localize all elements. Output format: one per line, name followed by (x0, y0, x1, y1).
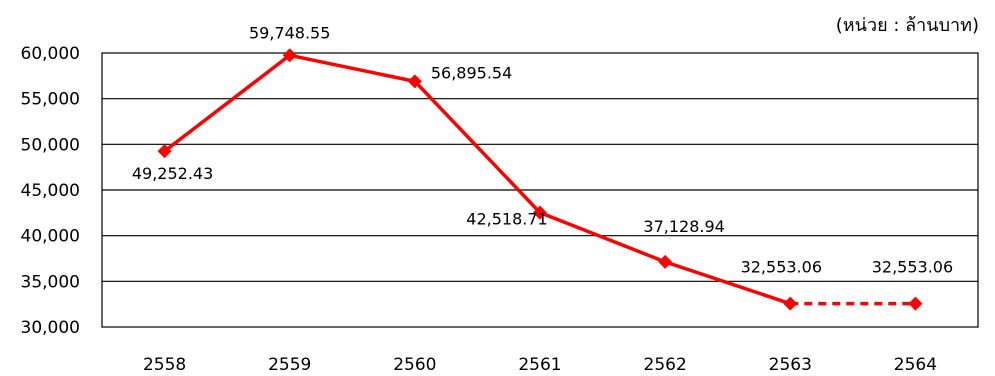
x-tick-label: 2558 (143, 355, 186, 375)
data-label: 37,128.94 (643, 217, 724, 236)
data-label: 32,553.06 (741, 258, 822, 277)
data-point-marker (157, 144, 172, 159)
series-line-solid (163, 53, 791, 306)
y-axis-ticks: 30,000 35,000 40,000 45,000 50,000 55,000 60,0… (21, 44, 80, 338)
series-markers (157, 48, 923, 311)
series-lines (163, 53, 916, 306)
y-tick-label: 30,000 (21, 318, 80, 338)
x-tick-label: 2561 (518, 355, 561, 375)
x-tick-label: 2559 (268, 355, 311, 375)
y-tick-label: 40,000 (21, 227, 80, 247)
data-label: 32,553.06 (872, 258, 953, 277)
x-axis-ticks: 2558 2559 2560 2561 2562 2563 2564 (143, 355, 937, 375)
data-point-marker (658, 254, 673, 269)
data-point-marker (908, 296, 923, 311)
x-tick-label: 2563 (769, 355, 812, 375)
data-point-marker (282, 48, 297, 63)
data-labels: 49,252.43 59,748.55 56,895.54 42,518.71 37,1… (132, 23, 953, 276)
data-point-marker (783, 296, 798, 311)
x-tick-label: 2562 (644, 355, 687, 375)
data-label: 59,748.55 (249, 23, 330, 42)
gridlines (102, 98, 978, 282)
data-label: 49,252.43 (132, 164, 213, 183)
data-label: 42,518.71 (466, 210, 547, 229)
y-tick-label: 50,000 (21, 135, 80, 155)
y-tick-label: 55,000 (21, 90, 80, 110)
unit-label: (หน่วย : ล้านบาท) (835, 15, 979, 36)
data-point-marker (407, 74, 422, 89)
y-tick-label: 45,000 (21, 181, 80, 201)
y-tick-label: 60,000 (21, 44, 80, 64)
x-tick-label: 2564 (894, 355, 937, 375)
x-tick-label: 2560 (393, 355, 436, 375)
data-point-marker (533, 205, 547, 220)
data-label: 56,895.54 (431, 63, 512, 82)
y-tick-label: 35,000 (21, 272, 80, 292)
